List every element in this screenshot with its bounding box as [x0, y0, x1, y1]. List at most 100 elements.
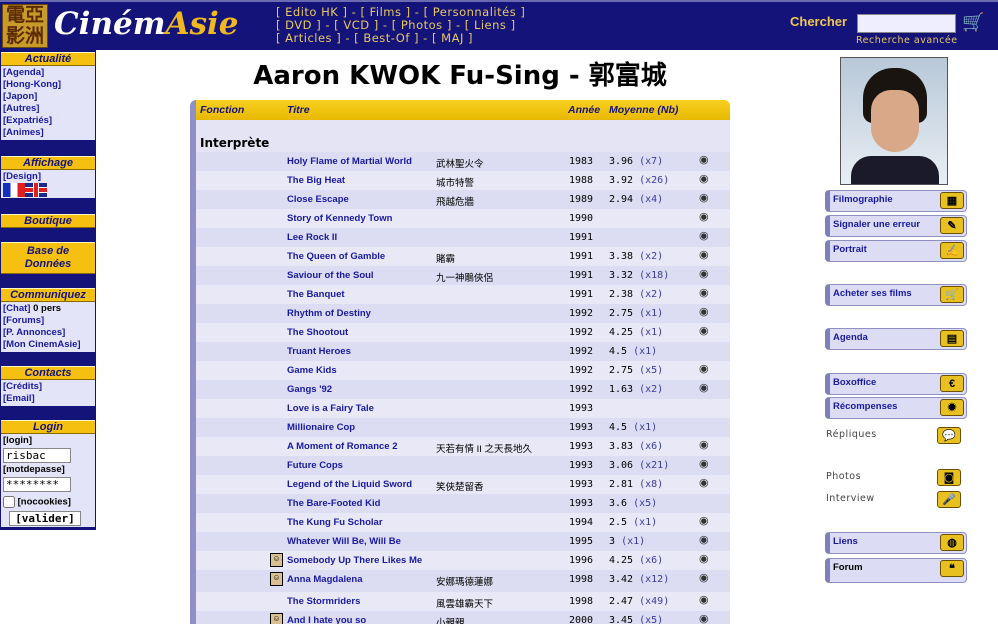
film-title-link[interactable]: Truant Heroes	[287, 346, 351, 357]
film-title-link[interactable]: The Shootout	[287, 327, 349, 338]
nav-link[interactable]: Articles	[285, 31, 333, 45]
microphone-icon[interactable]: 🎤	[937, 491, 961, 508]
nav-link[interactable]: MAJ	[441, 31, 464, 45]
sidebar-link[interactable]: [Crédits]	[3, 381, 43, 392]
cart-icon[interactable]: 🛒	[962, 12, 985, 33]
sidebar-link[interactable]: [Autres]	[3, 103, 40, 114]
nav-link[interactable]: Personnalités	[432, 5, 517, 19]
eye-icon[interactable]: ◉	[699, 515, 709, 527]
eye-icon[interactable]: ◉	[699, 325, 709, 337]
logo-seal[interactable]: 電亞 影洲	[2, 4, 48, 48]
sidebar-link[interactable]: [Animes]	[3, 127, 44, 138]
film-title-link[interactable]: Close Escape	[287, 194, 349, 205]
eye-icon[interactable]: ◉	[699, 613, 709, 624]
search-input[interactable]	[857, 14, 956, 33]
eye-icon[interactable]: ◉	[699, 363, 709, 375]
chat-link[interactable]: [Chat]	[3, 303, 31, 314]
film-title-link[interactable]: Holy Flame of Martial World	[287, 156, 412, 167]
right-nav-forum[interactable]: Forum ❝	[825, 558, 967, 583]
film-title-link[interactable]: The Bare-Footed Kid	[287, 498, 381, 509]
actor-photo-icon[interactable]: ☺	[270, 553, 283, 567]
uk-flag-icon[interactable]	[25, 183, 47, 197]
sidebar-link[interactable]: [Hong-Kong]	[3, 79, 62, 90]
sidebar-link[interactable]: [Email]	[3, 393, 35, 404]
section-header-base-de-donnees[interactable]: Base de Données	[1, 242, 95, 274]
film-title-link[interactable]: Rhythm of Destiny	[287, 308, 371, 319]
speech-icon[interactable]: 💬	[937, 427, 961, 444]
right-nav-r-pliques[interactable]: Répliques	[826, 429, 877, 440]
film-title-link[interactable]: The Queen of Gamble	[287, 251, 386, 262]
actor-photo-icon[interactable]: ☺	[270, 613, 283, 624]
right-nav-interview[interactable]: Interview	[826, 493, 875, 504]
right-nav-r-compenses[interactable]: Récompenses ✹	[825, 397, 967, 419]
eye-icon[interactable]: ◉	[699, 553, 709, 565]
eye-icon[interactable]: ◉	[699, 230, 709, 242]
film-title-link[interactable]: Love is a Fairy Tale	[287, 403, 374, 414]
nav-link[interactable]: Photos	[400, 18, 443, 32]
right-nav-filmographie[interactable]: Filmographie ▦	[825, 190, 967, 212]
eye-icon[interactable]: ◉	[699, 249, 709, 261]
film-title-link[interactable]: The Banquet	[287, 289, 345, 300]
eye-icon[interactable]: ◉	[699, 439, 709, 451]
film-title-link[interactable]: Anna Magdalena	[287, 574, 363, 585]
film-title-link[interactable]: Somebody Up There Likes Me	[287, 555, 423, 566]
film-title-link[interactable]: Legend of the Liquid Sword	[287, 479, 413, 490]
eye-icon[interactable]: ◉	[699, 306, 709, 318]
eye-icon[interactable]: ◉	[699, 211, 709, 223]
eye-icon[interactable]: ◉	[699, 268, 709, 280]
sidebar-link[interactable]: [Agenda]	[3, 67, 45, 78]
film-title-link[interactable]: Whatever Will Be, Will Be	[287, 536, 401, 547]
film-title-link[interactable]: The Kung Fu Scholar	[287, 517, 383, 528]
film-title-link[interactable]: The Big Heat	[287, 175, 346, 186]
film-title-link[interactable]: And I hate you so	[287, 615, 367, 624]
right-nav-liens[interactable]: Liens ◍	[825, 532, 967, 554]
section-header-boutique[interactable]: Boutique	[1, 214, 95, 228]
eye-icon[interactable]: ◉	[699, 458, 709, 470]
eye-icon[interactable]: ◉	[699, 192, 709, 204]
sidebar-link[interactable]: [Japon]	[3, 91, 38, 102]
design-link[interactable]: [Design]	[3, 171, 41, 182]
nav-link[interactable]: Edito HK	[285, 5, 339, 19]
film-title-link[interactable]: A Moment of Romance 2	[287, 441, 398, 452]
film-title-link[interactable]: Gangs '92	[287, 384, 333, 395]
eye-icon[interactable]: ◉	[699, 287, 709, 299]
eye-icon[interactable]: ◉	[699, 154, 709, 166]
login-input[interactable]	[3, 448, 71, 463]
film-title-link[interactable]: Future Cops	[287, 460, 343, 471]
film-title-link[interactable]: Story of Kennedy Town	[287, 213, 393, 224]
sidebar-link[interactable]: [Expatriés]	[3, 115, 53, 126]
password-input[interactable]	[3, 477, 71, 492]
eye-icon[interactable]: ◉	[699, 382, 709, 394]
right-nav-acheter-ses-films[interactable]: Acheter ses films 🛒	[825, 284, 967, 306]
eye-icon[interactable]: ◉	[699, 572, 709, 584]
eye-icon[interactable]: ◉	[699, 594, 709, 606]
nav-link[interactable]: DVD	[285, 18, 313, 32]
film-title-link[interactable]: Saviour of the Soul	[287, 270, 374, 281]
eye-icon[interactable]: ◉	[699, 534, 709, 546]
right-nav-agenda[interactable]: Agenda ▤	[825, 328, 967, 350]
right-nav-portrait[interactable]: Portrait ✍	[825, 240, 967, 262]
film-title-link[interactable]: Game Kids	[287, 365, 337, 376]
sidebar-link[interactable]: [P. Annonces]	[3, 327, 66, 338]
site-logo[interactable]: CinémAsie	[54, 6, 239, 42]
right-nav-signaler-une-erreur[interactable]: Signaler une erreur ✎	[825, 215, 967, 237]
sidebar-link[interactable]: [Forums]	[3, 315, 45, 326]
right-nav-photos[interactable]: Photos	[826, 471, 862, 482]
eye-icon[interactable]: ◉	[699, 173, 709, 185]
french-flag-icon[interactable]	[3, 183, 25, 197]
film-title-link[interactable]: Lee Rock II	[287, 232, 338, 243]
nav-link[interactable]: VCD	[343, 18, 370, 32]
right-nav-boxoffice[interactable]: Boxoffice €	[825, 373, 967, 395]
nav-link[interactable]: Liens	[473, 18, 507, 32]
sidebar-link[interactable]: [Mon CinemAsie]	[3, 339, 81, 350]
camera-icon[interactable]: ◙	[937, 469, 961, 486]
actor-photo-icon[interactable]: ☺	[270, 572, 283, 586]
login-submit-button[interactable]: [valider]	[9, 510, 81, 526]
nocookies-checkbox[interactable]	[3, 496, 15, 508]
film-title-link[interactable]: The Stormriders	[287, 596, 361, 607]
film-title-link[interactable]: Millionaire Cop	[287, 422, 356, 433]
nav-link[interactable]: Best-Of	[363, 31, 410, 45]
advanced-search-link[interactable]: Recherche avancée	[856, 35, 958, 46]
nav-link[interactable]: Films	[369, 5, 402, 19]
eye-icon[interactable]: ◉	[699, 477, 709, 489]
